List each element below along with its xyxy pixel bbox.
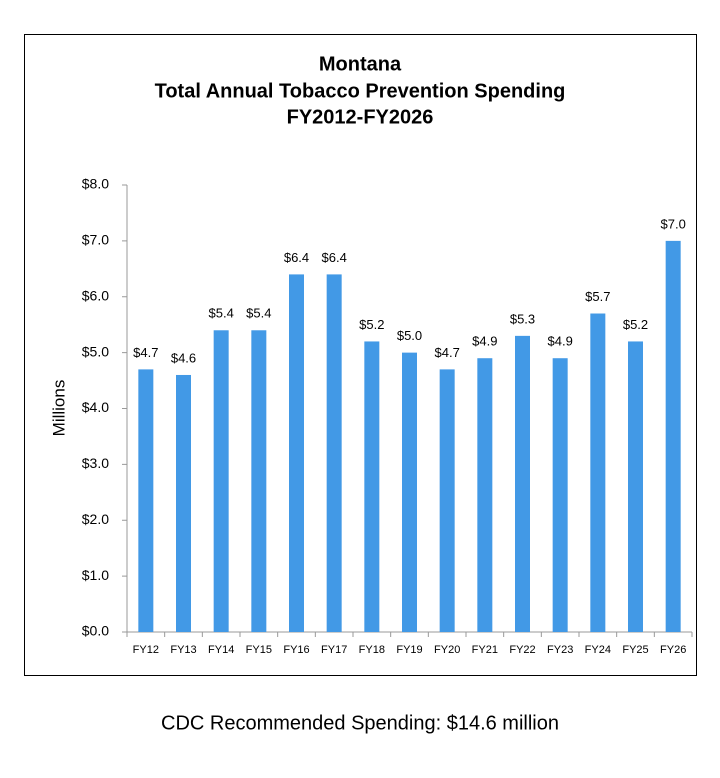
y-tick-label: $0.0 — [82, 623, 109, 639]
chart-title: FY2012-FY2026 — [287, 106, 434, 128]
bar — [439, 369, 455, 632]
value-label: $5.4 — [246, 306, 271, 321]
x-tick-label: FY13 — [170, 644, 196, 656]
chart-title: Montana — [319, 53, 402, 75]
bar — [289, 274, 304, 632]
x-tick-label: FY21 — [472, 644, 498, 656]
value-label: $7.0 — [661, 216, 686, 231]
value-label: $5.3 — [510, 311, 535, 326]
x-tick-label: FY14 — [208, 644, 234, 656]
x-tick-label: FY15 — [246, 644, 272, 656]
x-tick-label: FY17 — [321, 644, 347, 656]
y-tick-label: $8.0 — [82, 176, 109, 192]
bar — [326, 274, 342, 632]
value-label: $4.9 — [548, 334, 573, 349]
bar — [477, 358, 493, 632]
value-label: $4.7 — [435, 345, 460, 360]
y-tick-label: $7.0 — [82, 232, 109, 248]
y-axis-label: Millions — [49, 380, 68, 437]
y-tick-label: $5.0 — [82, 343, 109, 359]
bar — [665, 240, 681, 632]
bar — [590, 313, 606, 632]
x-tick-label: FY22 — [509, 644, 535, 656]
bar — [213, 330, 229, 632]
value-label: $4.6 — [171, 350, 196, 365]
x-tick-label: FY12 — [133, 644, 159, 656]
value-label: $4.9 — [472, 334, 497, 349]
chart-title: Total Annual Tobacco Prevention Spending — [155, 80, 566, 102]
x-tick-label: FY19 — [396, 644, 422, 656]
bar — [515, 335, 530, 632]
bar — [138, 369, 154, 632]
y-tick-label: $4.0 — [82, 399, 109, 415]
bar — [552, 358, 568, 632]
bar — [176, 374, 191, 632]
chart-frame — [24, 34, 697, 676]
value-label: $6.4 — [322, 250, 347, 265]
value-label: $5.2 — [623, 317, 648, 332]
y-tick-label: $3.0 — [82, 455, 109, 471]
x-tick-label: FY25 — [622, 644, 648, 656]
x-tick-label: FY23 — [547, 644, 573, 656]
x-tick-label: FY26 — [660, 644, 686, 656]
y-tick-label: $6.0 — [82, 287, 109, 303]
value-label: $5.0 — [397, 328, 422, 343]
x-tick-label: FY16 — [283, 644, 309, 656]
x-tick-label: FY18 — [359, 644, 385, 656]
bar — [402, 352, 417, 632]
bar — [628, 341, 643, 632]
y-tick-label: $1.0 — [82, 567, 109, 583]
value-label: $4.7 — [133, 345, 158, 360]
value-label: $6.4 — [284, 250, 309, 265]
note: CDC Recommended Spending: $14.6 million — [161, 712, 559, 734]
x-tick-label: FY24 — [585, 644, 611, 656]
value-label: $5.2 — [359, 317, 384, 332]
value-label: $5.7 — [585, 289, 610, 304]
bar — [364, 341, 380, 632]
y-tick-label: $2.0 — [82, 511, 109, 527]
x-tick-label: FY20 — [434, 644, 460, 656]
bar — [251, 330, 267, 632]
value-label: $5.4 — [209, 306, 234, 321]
